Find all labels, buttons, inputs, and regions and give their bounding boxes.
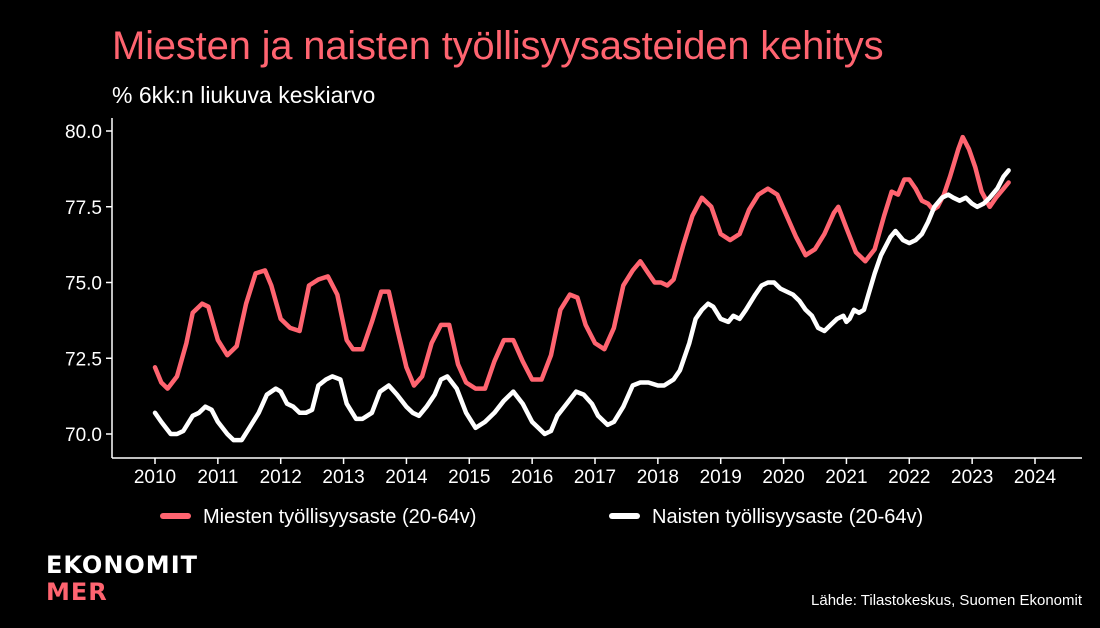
y-tick-label: 75.0: [65, 274, 102, 295]
series-line-men: [152, 134, 1011, 391]
logo-line-1: EKONOMIT: [46, 551, 198, 579]
y-tick-label: 70.0: [65, 425, 102, 446]
x-tick-label: 2021: [825, 467, 867, 488]
legend-label-men: Miesten työllisyysaste (20-64v): [203, 506, 476, 528]
x-tick-label: 2019: [700, 467, 742, 488]
x-tick-label: 2011: [197, 467, 238, 488]
x-tick-label: 2016: [511, 467, 553, 488]
series-line-women: [152, 168, 1011, 443]
x-tick-label: 2017: [574, 467, 616, 488]
x-tick-label: 2023: [951, 467, 993, 488]
x-tick-label: 2013: [322, 467, 364, 488]
x-tick-label: 2024: [1014, 467, 1057, 488]
y-tick-label: 72.5: [65, 349, 102, 370]
x-tick-label: 2014: [385, 467, 428, 488]
x-tick-label: 2012: [260, 467, 302, 488]
x-tick-label: 2010: [134, 467, 176, 488]
legend-label-women: Naisten työllisyysaste (20-64v): [652, 506, 923, 528]
logo-line-2: MER: [46, 578, 108, 606]
source-note: Lähde: Tilastokeskus, Suomen Ekonomit: [811, 592, 1082, 609]
y-tick-label: 80.0: [65, 122, 102, 143]
chart-title: Miesten ja naisten työllisyysasteiden ke…: [112, 24, 884, 68]
x-tick-label: 2020: [762, 467, 804, 488]
y-tick-label: 77.5: [65, 198, 102, 219]
chart-subtitle: % 6kk:n liukuva keskiarvo: [112, 82, 376, 108]
x-tick-label: 2018: [637, 467, 679, 488]
x-tick-label: 2015: [448, 467, 490, 488]
x-tick-label: 2022: [888, 467, 930, 488]
ekonomit-logo: EKONOMIT MER: [46, 552, 198, 606]
